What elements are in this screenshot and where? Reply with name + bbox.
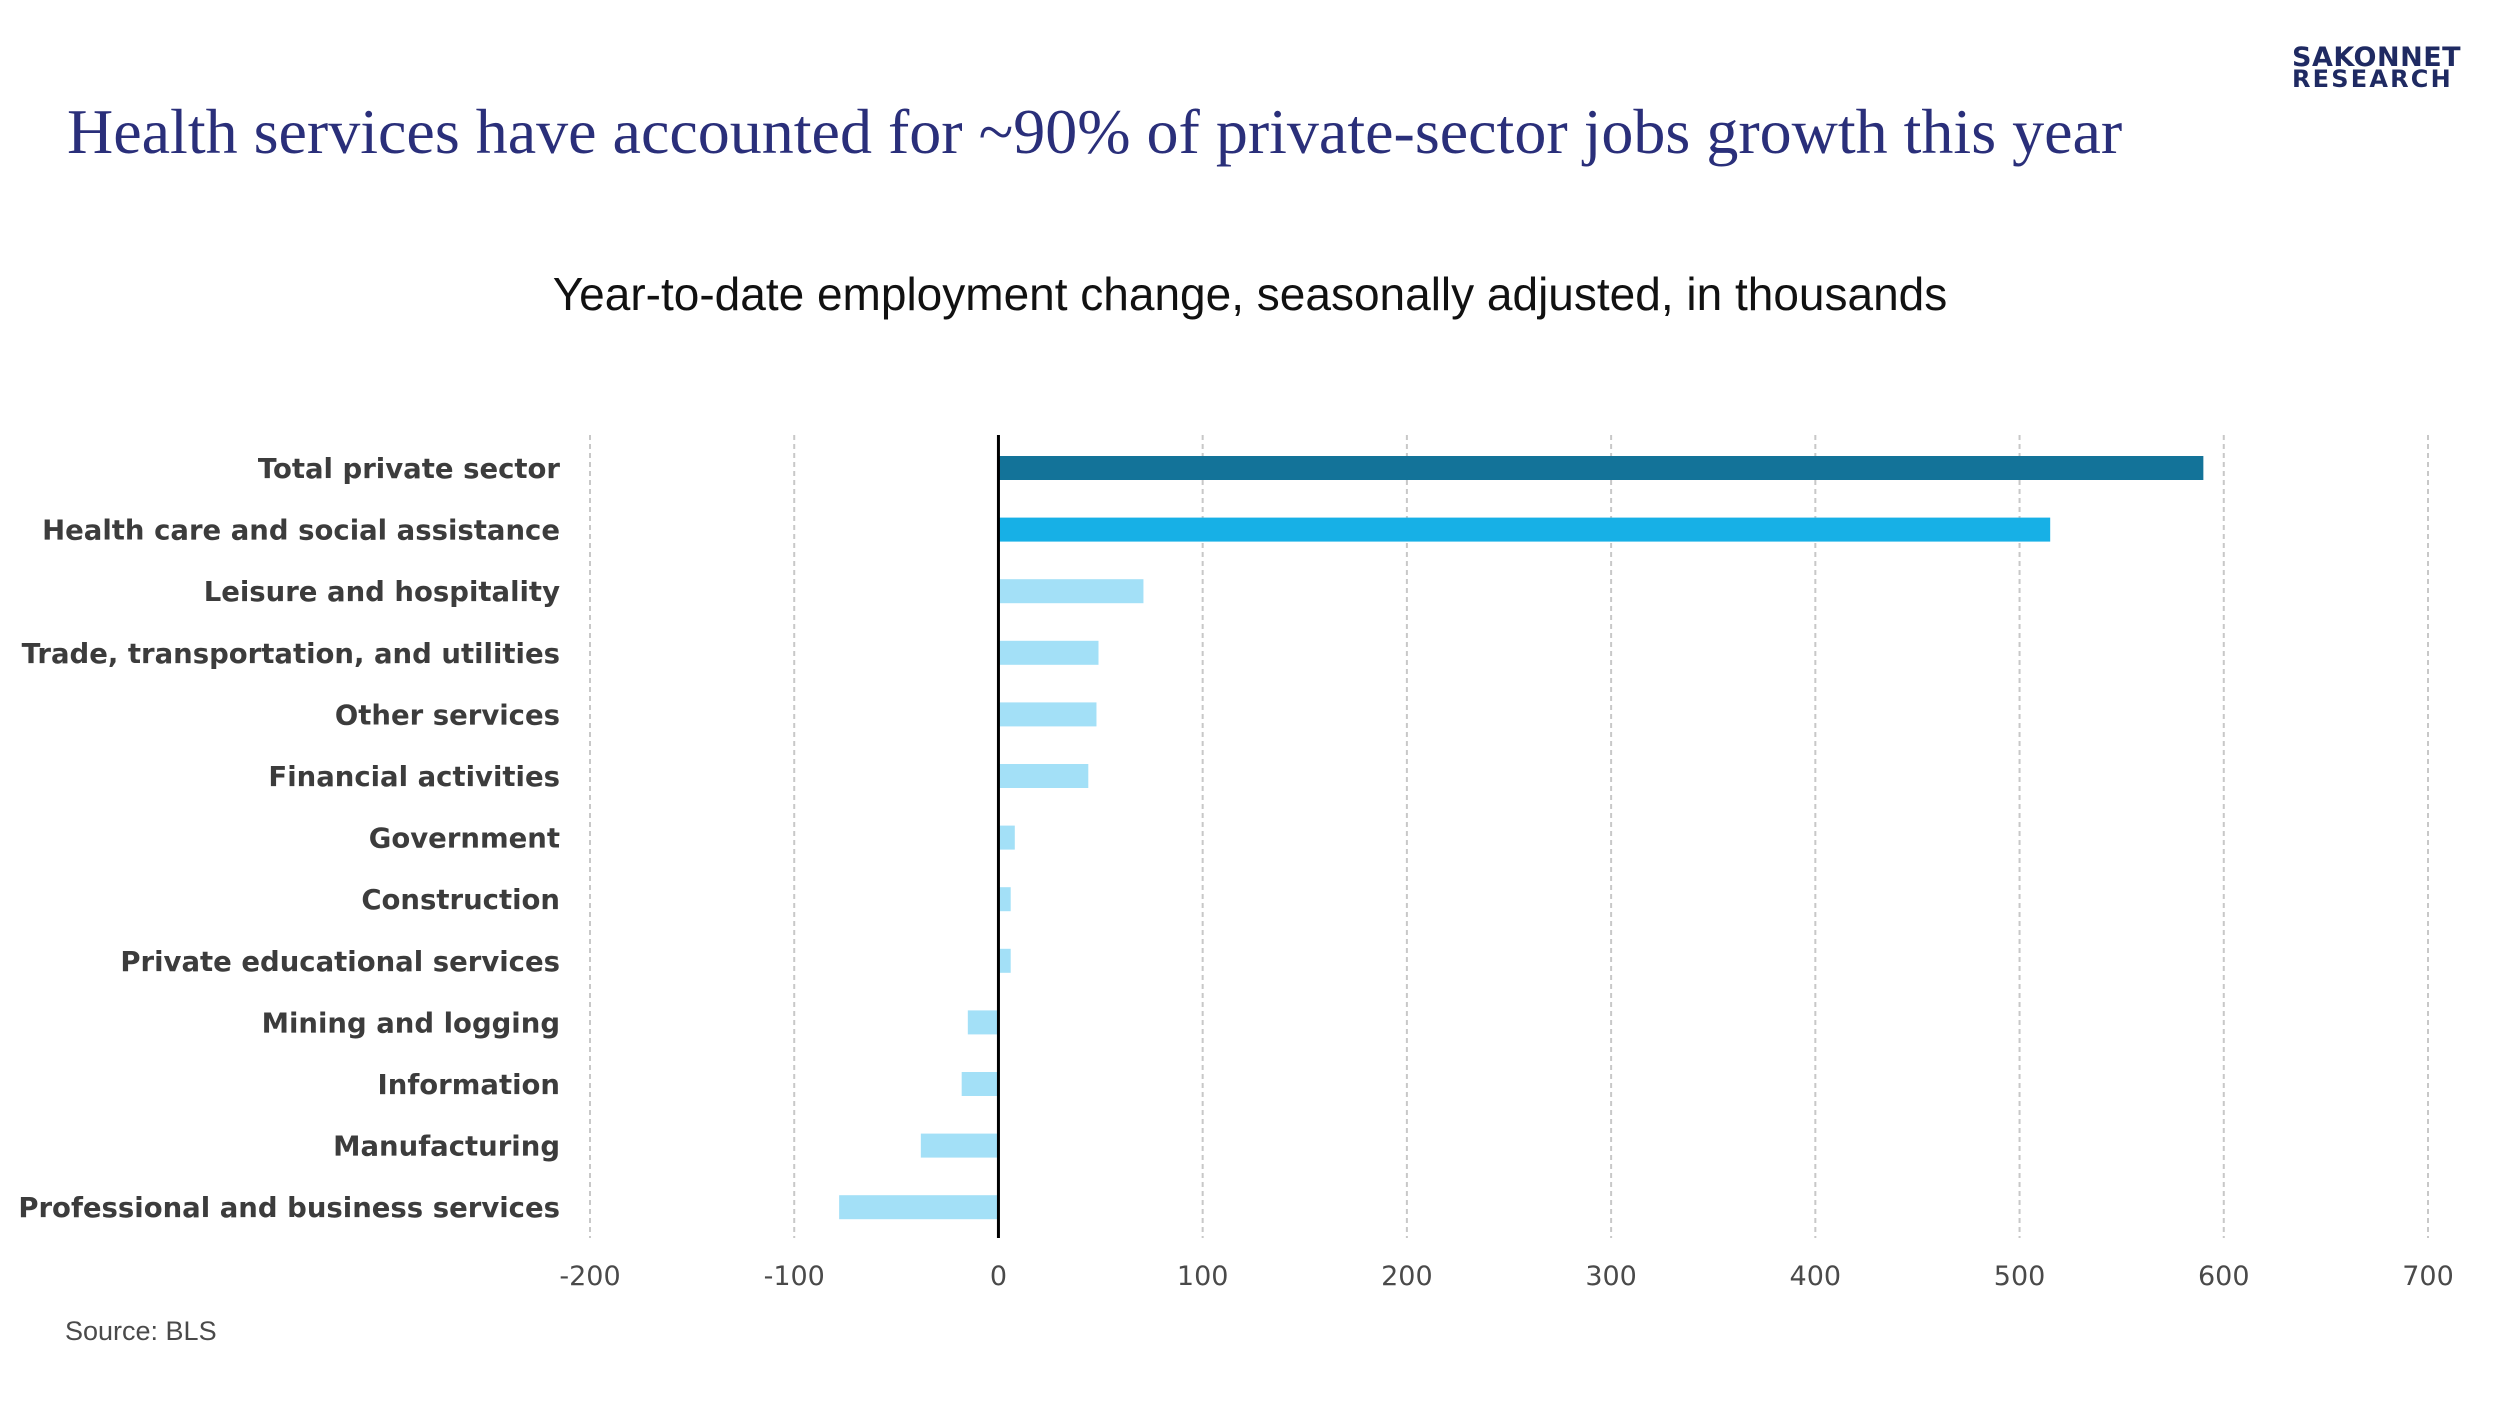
category-label: Construction — [361, 884, 560, 916]
x-axis-tick-labels: -200 -100 0 100 200 300 400 500 600 700 — [559, 1261, 2453, 1292]
bar — [998, 579, 1144, 604]
category-label: Manufacturing — [333, 1131, 560, 1163]
logo-line-1: SAKONNET — [2292, 42, 2462, 73]
bar — [998, 764, 1089, 788]
sakonnet-research-logo: SAKONNET RESEARCH — [2292, 42, 2462, 94]
logo-line-2: RESEARCH — [2292, 65, 2453, 94]
x-tick-label: 100 — [1177, 1261, 1229, 1292]
category-label: Trade, transportation, and utilities — [22, 638, 560, 670]
category-label: Private educational services — [120, 946, 560, 978]
bar — [998, 702, 1097, 727]
category-label: Other services — [335, 699, 560, 731]
category-label: Financial activities — [268, 761, 560, 793]
x-tick-label: 500 — [1994, 1261, 2046, 1292]
x-tick-label: -200 — [559, 1261, 620, 1292]
category-labels: Total private sector Health care and soci… — [18, 453, 560, 1224]
gridlines — [589, 435, 2429, 1238]
bar — [839, 1195, 999, 1220]
category-label: Information — [378, 1069, 560, 1101]
category-label: Professional and business services — [18, 1192, 560, 1224]
category-label: Government — [369, 823, 560, 855]
bar — [998, 517, 2051, 542]
x-tick-label: -100 — [764, 1261, 825, 1292]
x-tick-label: 200 — [1381, 1261, 1433, 1292]
page-title: Health services have accounted for ~90% … — [67, 96, 2123, 167]
bar — [998, 825, 1015, 850]
chart-title: Year-to-date employment change, seasonal… — [552, 268, 1948, 320]
bar — [967, 1010, 999, 1035]
bar — [998, 948, 1011, 973]
x-tick-label: 300 — [1585, 1261, 1637, 1292]
category-label: Mining and logging — [262, 1007, 560, 1039]
x-tick-label: 700 — [2402, 1261, 2454, 1292]
category-label: Leisure and hospitality — [204, 576, 560, 608]
bar — [920, 1133, 999, 1158]
bars — [839, 456, 2204, 1220]
x-tick-label: 0 — [990, 1261, 1007, 1292]
category-label: Health care and social assistance — [42, 515, 560, 547]
bar — [998, 456, 2204, 480]
x-tick-label: 400 — [1790, 1261, 1842, 1292]
x-tick-label: 600 — [2198, 1261, 2250, 1292]
category-label: Total private sector — [258, 453, 561, 485]
bar — [998, 887, 1011, 912]
bar — [998, 640, 1099, 665]
source-note: Source: BLS — [65, 1316, 217, 1346]
bar — [961, 1072, 999, 1096]
